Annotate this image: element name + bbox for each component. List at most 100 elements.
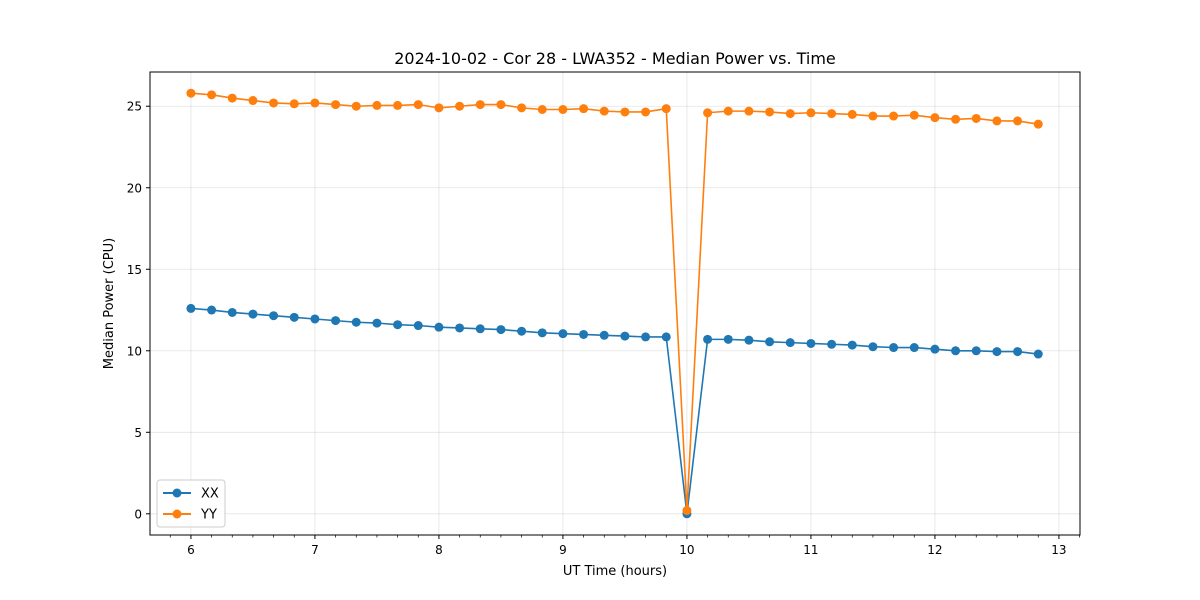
- x-tick-label: 7: [311, 543, 319, 557]
- series-xx-point: [620, 331, 630, 341]
- y-tick-label: 15: [127, 263, 142, 277]
- series-yy-point: [1033, 119, 1043, 129]
- legend-xx-marker: [172, 488, 182, 498]
- series-yy-point: [351, 101, 361, 111]
- series-yy-point: [579, 104, 589, 114]
- series-yy-point: [413, 100, 423, 110]
- plot-area-frame: [149, 71, 1081, 536]
- series-xx-point: [496, 325, 506, 335]
- series-yy-point: [806, 108, 816, 118]
- series-yy-point: [227, 93, 237, 103]
- series-xx-point: [1013, 347, 1023, 357]
- series-yy-point: [682, 506, 692, 516]
- series-yy-point: [930, 113, 940, 123]
- series-yy-point: [517, 103, 527, 113]
- series-yy-point: [599, 106, 609, 116]
- series-xx-point: [868, 342, 878, 352]
- legend: XX YY: [156, 479, 226, 528]
- y-axis-label: Median Power (CPU): [102, 238, 117, 369]
- y-tick-label: 0: [134, 507, 142, 521]
- series-xx-point: [951, 346, 961, 356]
- series-yy-point: [971, 113, 981, 123]
- series-xx-point: [351, 317, 361, 327]
- legend-xx-label: XX: [201, 487, 219, 502]
- series-xx-point: [331, 316, 341, 326]
- series-xx-point: [827, 339, 837, 349]
- series-xx-point: [847, 340, 857, 350]
- y-tick-label: 25: [127, 100, 142, 114]
- x-tick-label: 12: [927, 543, 942, 557]
- series-yy-point: [372, 100, 382, 110]
- series-xx-point: [455, 323, 465, 333]
- series-yy-point: [248, 96, 258, 106]
- series-xx-point: [248, 309, 258, 319]
- y-tick-label: 10: [127, 344, 142, 358]
- series-yy-point: [393, 100, 403, 110]
- series-xx-point: [744, 335, 754, 345]
- series-xx-point: [393, 320, 403, 330]
- series-xx-point: [723, 334, 733, 344]
- series-yy-point: [909, 110, 919, 120]
- series-xx-point: [703, 334, 713, 344]
- series-xx-point: [930, 344, 940, 354]
- series-yy-point: [723, 106, 733, 116]
- series-yy-point: [889, 111, 899, 121]
- series-yy-point: [207, 90, 217, 100]
- series-yy-point: [620, 107, 630, 117]
- series-xx-point: [227, 307, 237, 317]
- legend-yy-label: YY: [200, 508, 217, 523]
- series-yy-point: [186, 88, 196, 98]
- series-xx-point: [558, 329, 568, 339]
- series-yy-point: [434, 103, 444, 113]
- series-xx-point: [971, 346, 981, 356]
- x-tick-label: 8: [435, 543, 443, 557]
- series-xx-point: [413, 321, 423, 331]
- series-yy-point: [269, 98, 279, 108]
- series-xx-point: [310, 314, 320, 324]
- series-xx-point: [579, 329, 589, 339]
- series-yy-point: [765, 107, 775, 117]
- series-xx-point: [372, 318, 382, 328]
- series-yy-point: [455, 101, 465, 111]
- series-yy-point: [847, 109, 857, 119]
- series-yy-point: [951, 114, 961, 124]
- series-xx-point: [186, 303, 196, 313]
- x-tick-label: 11: [803, 543, 818, 557]
- series-xx-point: [661, 332, 671, 342]
- series-yy-point: [1013, 116, 1023, 126]
- series-yy-point: [558, 104, 568, 114]
- x-tick-label: 6: [187, 543, 195, 557]
- series-yy-point: [496, 100, 506, 110]
- series-xx-point: [992, 347, 1002, 357]
- series-yy-point: [661, 104, 671, 114]
- series-xx-point: [517, 326, 527, 336]
- series-yy-point: [703, 108, 713, 118]
- series-yy-point: [868, 111, 878, 121]
- axis-ticks: 6 7 8 9 10 11 12 13 0 5 10 15 20 25: [127, 100, 1080, 557]
- series-xx-point: [289, 312, 299, 322]
- series-xx-point: [269, 311, 279, 321]
- series-yy-point: [744, 106, 754, 116]
- series-xx-point: [537, 328, 547, 338]
- series-yy-point: [641, 107, 651, 117]
- legend-yy-marker: [172, 509, 182, 519]
- series-xx-point: [785, 338, 795, 348]
- series-xx-point: [889, 343, 899, 353]
- series-yy-point: [827, 109, 837, 119]
- series-xx-point: [434, 322, 444, 332]
- series-xx-point: [475, 324, 485, 334]
- series-yy-point: [289, 99, 299, 109]
- series-xx-point: [909, 343, 919, 353]
- series-yy-point: [475, 100, 485, 110]
- y-tick-label: 20: [127, 181, 142, 195]
- series-xx-point: [765, 337, 775, 347]
- series-yy-point: [331, 100, 341, 110]
- series-yy-point: [992, 116, 1002, 126]
- series-yy-point: [310, 98, 320, 108]
- x-axis-label: UT Time (hours): [563, 564, 667, 579]
- series-xx-point: [806, 338, 816, 348]
- series-xx-point: [207, 305, 217, 315]
- chart-title: 2024-10-02 - Cor 28 - LWA352 - Median Po…: [394, 49, 836, 68]
- x-tick-label: 10: [679, 543, 694, 557]
